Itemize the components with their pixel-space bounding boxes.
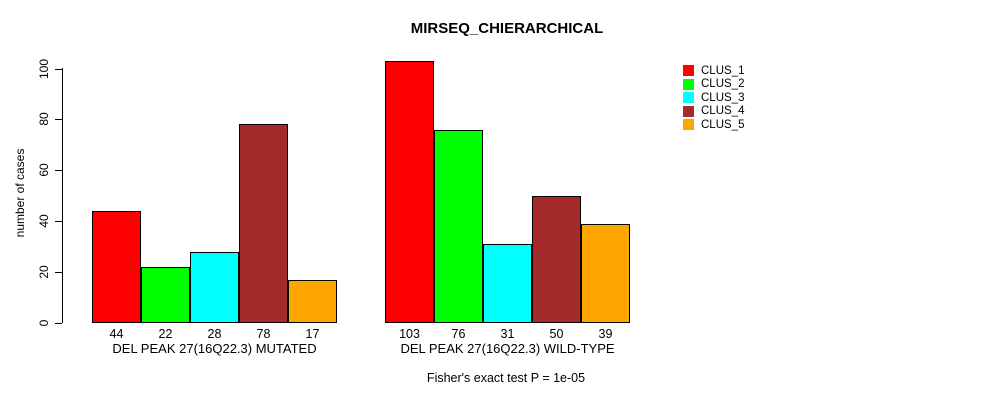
legend-item-clus_5: CLUS_5 [683,118,744,132]
legend-item-clus_2: CLUS_2 [683,78,744,92]
y-tick-label: 20 [37,265,51,279]
bar-value-label: 28 [207,327,222,341]
y-tick-mark [55,119,62,121]
y-tick-mark [55,272,62,274]
legend-item-clus_1: CLUS_1 [683,64,744,78]
legend-swatch-icon [683,119,694,131]
bar-value-label: 31 [500,327,515,341]
bar-value-label: 76 [451,327,466,341]
group-label: DEL PEAK 27(16Q22.3) WILD-TYPE [400,341,615,356]
chart-title: MIRSEQ_CHIERARCHICAL [410,20,604,37]
bar-clus_1-group2 [385,60,434,323]
bar-value-label: 78 [256,327,271,341]
fisher-test-footnote: Fisher's exact test P = 1e-05 [426,371,586,385]
legend-item-clus_3: CLUS_3 [683,91,744,105]
legend-label: CLUS_3 [701,91,745,104]
bar-clus_1-group1 [92,211,141,323]
y-axis-label: number of cases [13,148,27,238]
bar-value-label: 39 [598,327,613,341]
legend-label: CLUS_1 [701,64,745,77]
y-tick-label: 100 [37,58,51,79]
legend-label: CLUS_2 [701,78,745,91]
bar-clus_5-group2 [581,223,630,323]
bar-clus_3-group1 [190,251,239,323]
bar-value-label: 17 [305,327,320,341]
bar-clus_2-group1 [141,267,190,323]
legend-item-clus_4: CLUS_4 [683,105,744,119]
y-axis-line [62,68,63,323]
bar-value-label: 103 [399,327,420,341]
legend: CLUS_1 CLUS_2 CLUS_3 CLUS_4 CLUS_5 [683,64,744,132]
y-tick-mark [55,170,62,172]
legend-swatch-icon [683,92,694,104]
bar-clus_2-group2 [434,129,483,323]
y-tick-mark [55,68,62,70]
legend-label: CLUS_4 [701,105,745,118]
legend-swatch-icon [683,105,694,117]
bar-value-label: 50 [549,327,564,341]
bar-clus_4-group2 [532,195,581,323]
legend-label: CLUS_5 [701,118,745,131]
y-tick-label: 60 [37,163,51,177]
bar-clus_5-group1 [288,279,337,323]
bar-clus_4-group1 [239,124,288,323]
bar-value-label: 22 [158,327,173,341]
group-label: DEL PEAK 27(16Q22.3) MUTATED [112,341,317,356]
bar-clus_3-group2 [483,244,532,323]
y-tick-mark [55,221,62,223]
legend-swatch-icon [683,78,694,90]
y-tick-label: 40 [37,214,51,228]
y-tick-label: 80 [37,112,51,127]
y-tick-label: 0 [37,319,51,327]
legend-swatch-icon [683,65,694,77]
bar-value-label: 44 [109,327,124,341]
y-tick-mark [55,323,62,324]
